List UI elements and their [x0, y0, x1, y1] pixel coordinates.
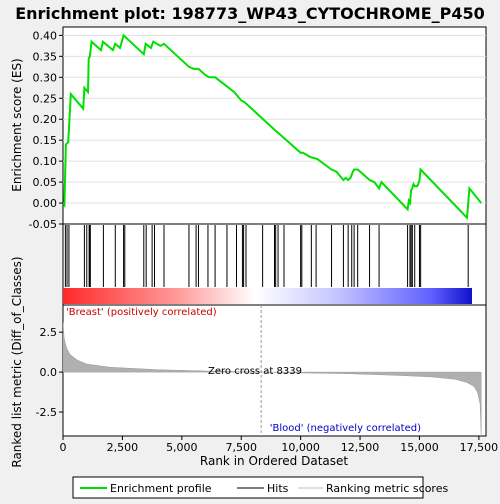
chart-title: Enrichment plot: 198773_WP43_CYTOCHROME_…	[15, 4, 485, 23]
es-y-tick-label: 0.20	[33, 113, 58, 126]
es-y-axis-label: Enrichment score (ES)	[10, 58, 24, 191]
x-tick-label: 10,000	[281, 441, 320, 454]
ranked-y-tick-label: -2.5	[36, 406, 57, 419]
ranked-y-tick-label: 2.5	[40, 326, 58, 339]
ranked-y-axis-label: Ranked list metric (Diff_of_Classes)	[10, 256, 24, 467]
es-y-tick-label: 0.35	[33, 50, 58, 63]
x-tick-label: 0	[60, 441, 67, 454]
es-y-tick-label: -0.05	[29, 218, 57, 231]
ranking-color-bar	[63, 288, 472, 304]
x-tick-label: 17,500	[460, 441, 499, 454]
enrichment-profile-line	[63, 33, 482, 220]
ranked-y-tick-label: 0.0	[40, 366, 58, 379]
x-axis-label: Rank in Ordered Dataset	[200, 454, 348, 468]
x-tick-label: 15,000	[400, 441, 439, 454]
es-y-ticks: -0.05 0.00 0.05 0.10 0.15 0.20 0.25 0.30 0.35 0.4…	[29, 29, 63, 231]
legend-enrichment-label: Enrichment profile	[110, 482, 212, 495]
x-tick-label: 7,500	[225, 441, 257, 454]
es-y-tick-label: 0.10	[33, 155, 58, 168]
es-y-tick-label: 0.40	[33, 29, 58, 42]
negative-class-label: 'Blood' (negatively correlated)	[270, 423, 421, 434]
legend-ranking-label: Ranking metric scores	[326, 482, 448, 495]
x-tick-label: 2,500	[107, 441, 139, 454]
hits-marks	[64, 225, 469, 287]
zero-cross-label: Zero cross at 8339	[208, 366, 302, 377]
ranked-y-ticks: -2.5 0.0 2.5	[36, 326, 63, 419]
es-y-tick-label: 0.05	[33, 176, 58, 189]
x-tick-label: 12,500	[341, 441, 380, 454]
es-y-tick-label: 0.00	[33, 197, 58, 210]
x-tick-label: 5,000	[166, 441, 198, 454]
positive-class-label: 'Breast' (positively correlated)	[66, 307, 217, 318]
ranking-metric-area	[63, 322, 482, 436]
legend-hits-label: Hits	[267, 482, 289, 495]
es-y-tick-label: 0.30	[33, 71, 58, 84]
legend: Enrichment profile Hits Ranking metric s…	[72, 476, 448, 499]
es-y-tick-label: 0.15	[33, 134, 58, 147]
x-axis-ticks: 0 2,500 5,000 7,500 10,000 12,500 15,000 17,500	[60, 436, 499, 454]
es-y-tick-label: 0.25	[33, 92, 58, 105]
es-panel	[62, 26, 487, 225]
